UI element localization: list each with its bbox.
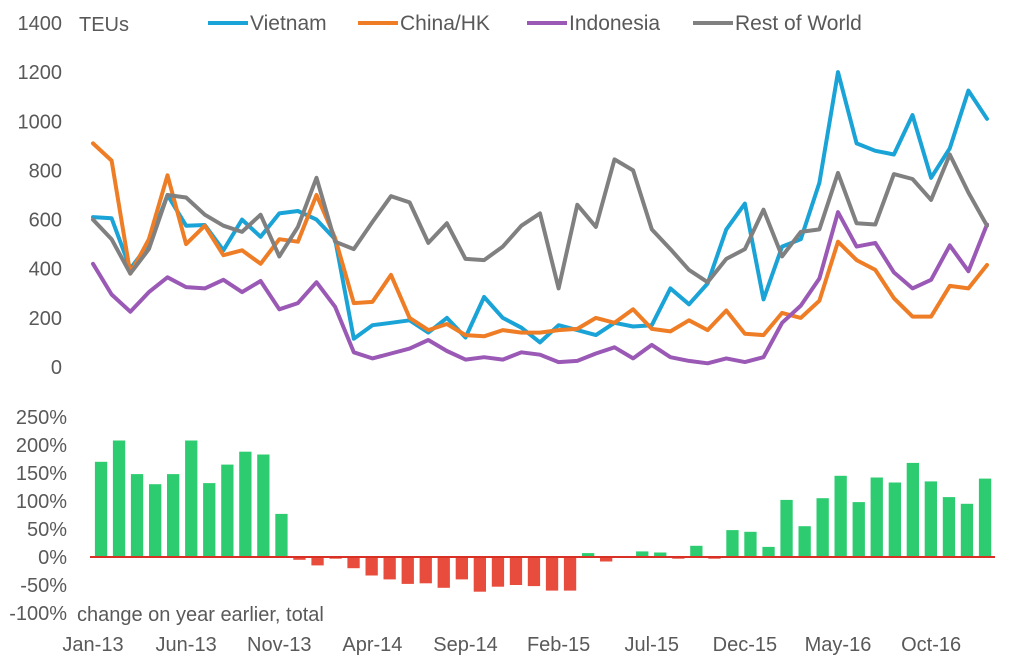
- legend-item: Vietnam: [208, 12, 327, 35]
- x-tick-label: Dec-15: [713, 634, 777, 656]
- bar: [744, 531, 757, 557]
- bar: [221, 464, 234, 557]
- bar: [365, 557, 378, 576]
- x-tick-label: Feb-15: [527, 634, 590, 656]
- bar: [852, 502, 865, 557]
- legend-label: Indonesia: [569, 12, 660, 35]
- bar: [491, 557, 505, 587]
- legend-item: Rest of World: [693, 12, 862, 35]
- bar: [203, 483, 216, 557]
- bar: [780, 499, 793, 557]
- bar: [509, 557, 523, 585]
- bar: [239, 451, 252, 557]
- bar: [112, 440, 126, 557]
- line-y-tick-label: 800: [29, 160, 62, 182]
- bar-chart-annotation: change on year earlier, total: [77, 604, 324, 626]
- bar: [311, 557, 324, 566]
- line-y-tick-label: 1000: [18, 111, 63, 133]
- bar-chart-y-axis: -100% -50% 0% 50% 100% 150% 200% 250%: [9, 407, 67, 625]
- x-tick-label: Apr-14: [342, 634, 402, 656]
- bar: [455, 557, 468, 580]
- series-line-vietnam: [91, 70, 989, 345]
- bar: [347, 557, 360, 569]
- bar: [960, 503, 974, 557]
- bar: [978, 478, 992, 557]
- line-y-tick-label: 400: [29, 259, 62, 281]
- bar: [167, 474, 180, 557]
- bar: [816, 498, 829, 557]
- bar: [383, 557, 396, 580]
- line-chart-legend: Vietnam China/HK Indonesia Rest of World: [208, 12, 862, 35]
- bar-y-tick-label: 100%: [16, 491, 67, 513]
- series-line-rest-of-world: [91, 152, 989, 291]
- bar: [275, 513, 288, 557]
- legend-label: Vietnam: [250, 12, 327, 35]
- x-tick-label: May-16: [805, 634, 872, 656]
- legend-label: Rest of World: [735, 12, 862, 35]
- bar: [942, 497, 956, 557]
- bar: [149, 484, 162, 557]
- x-tick-label: Jul-15: [625, 634, 679, 656]
- legend-item: China/HK: [358, 12, 490, 35]
- bar: [545, 557, 559, 591]
- series-line-china-hk: [91, 141, 989, 339]
- series-line-indonesia: [91, 210, 989, 366]
- bar-chart-plot: [94, 440, 992, 592]
- bar: [94, 461, 108, 557]
- bar-y-tick-label: -100%: [9, 603, 67, 625]
- bar: [906, 462, 919, 557]
- bar-y-tick-label: 50%: [27, 519, 67, 541]
- bar: [888, 482, 901, 557]
- bar-y-tick-label: 200%: [16, 435, 67, 457]
- x-tick-label: Oct-16: [901, 634, 961, 656]
- x-tick-label: Sep-14: [433, 634, 498, 656]
- bar: [726, 530, 739, 557]
- line-chart-y-axis: 0 200 400 600 800 1000 1200 1400: [18, 13, 63, 379]
- line-y-tick-label: 600: [29, 210, 62, 232]
- line-y-tick-label: 1400: [18, 13, 63, 35]
- bar-y-tick-label: 150%: [16, 463, 67, 485]
- bar: [762, 546, 775, 557]
- x-tick-label: Nov-13: [247, 634, 311, 656]
- x-axis: Jan-13 Jun-13 Nov-13 Apr-14 Sep-14 Feb-15 Jul-…: [62, 634, 961, 656]
- bar: [563, 557, 577, 591]
- bar-y-tick-label: 0%: [38, 547, 67, 569]
- line-y-tick-label: 200: [29, 308, 62, 330]
- bar: [473, 557, 486, 592]
- bar: [185, 440, 198, 557]
- bar: [636, 551, 649, 557]
- legend-label: China/HK: [400, 12, 490, 35]
- bar: [401, 557, 414, 584]
- bar: [834, 475, 847, 557]
- bar-y-tick-label: 250%: [16, 407, 67, 429]
- x-tick-label: Jun-13: [156, 634, 217, 656]
- bar: [798, 526, 811, 557]
- bar: [130, 474, 144, 557]
- bar: [437, 557, 450, 588]
- x-tick-label: Jan-13: [62, 634, 123, 656]
- bar: [690, 545, 703, 557]
- bar: [654, 552, 667, 557]
- unit-label: TEUs: [79, 14, 129, 36]
- line-y-tick-label: 0: [51, 357, 62, 379]
- legend-item: Indonesia: [527, 12, 660, 35]
- line-y-tick-label: 1200: [18, 62, 63, 84]
- bar: [582, 553, 595, 557]
- bar: [600, 557, 613, 562]
- bar: [527, 557, 541, 587]
- bar: [293, 557, 306, 560]
- bar: [870, 477, 883, 557]
- bar: [924, 481, 937, 557]
- line-chart-plot: [91, 70, 989, 366]
- bar: [419, 557, 432, 584]
- bar-y-tick-label: -50%: [20, 575, 67, 597]
- bar: [257, 454, 270, 557]
